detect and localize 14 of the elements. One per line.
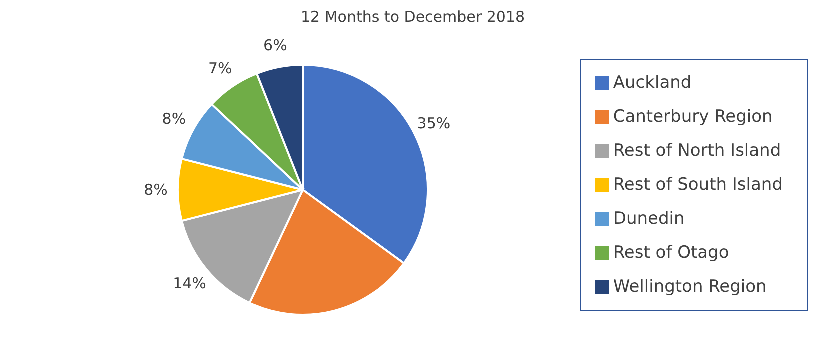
data-label: 6%: [264, 36, 288, 55]
legend-label: Dunedin: [613, 209, 685, 229]
data-label: 8%: [162, 110, 186, 128]
data-label: 35%: [417, 114, 451, 132]
data-label: 14%: [173, 274, 206, 293]
legend-label: Rest of Otago: [613, 243, 730, 263]
legend-label: Auckland: [613, 73, 692, 93]
legend-label: Canterbury Region: [613, 107, 773, 127]
legend-label: Wellington Region: [613, 277, 767, 297]
legend-label: Rest of South Island: [613, 175, 783, 195]
data-label: 7%: [208, 59, 232, 78]
chart-subtitle: 12 Months to December 2018: [300, 8, 526, 28]
data-label: 8%: [144, 181, 168, 199]
legend-label: Rest of North Island: [613, 141, 782, 161]
